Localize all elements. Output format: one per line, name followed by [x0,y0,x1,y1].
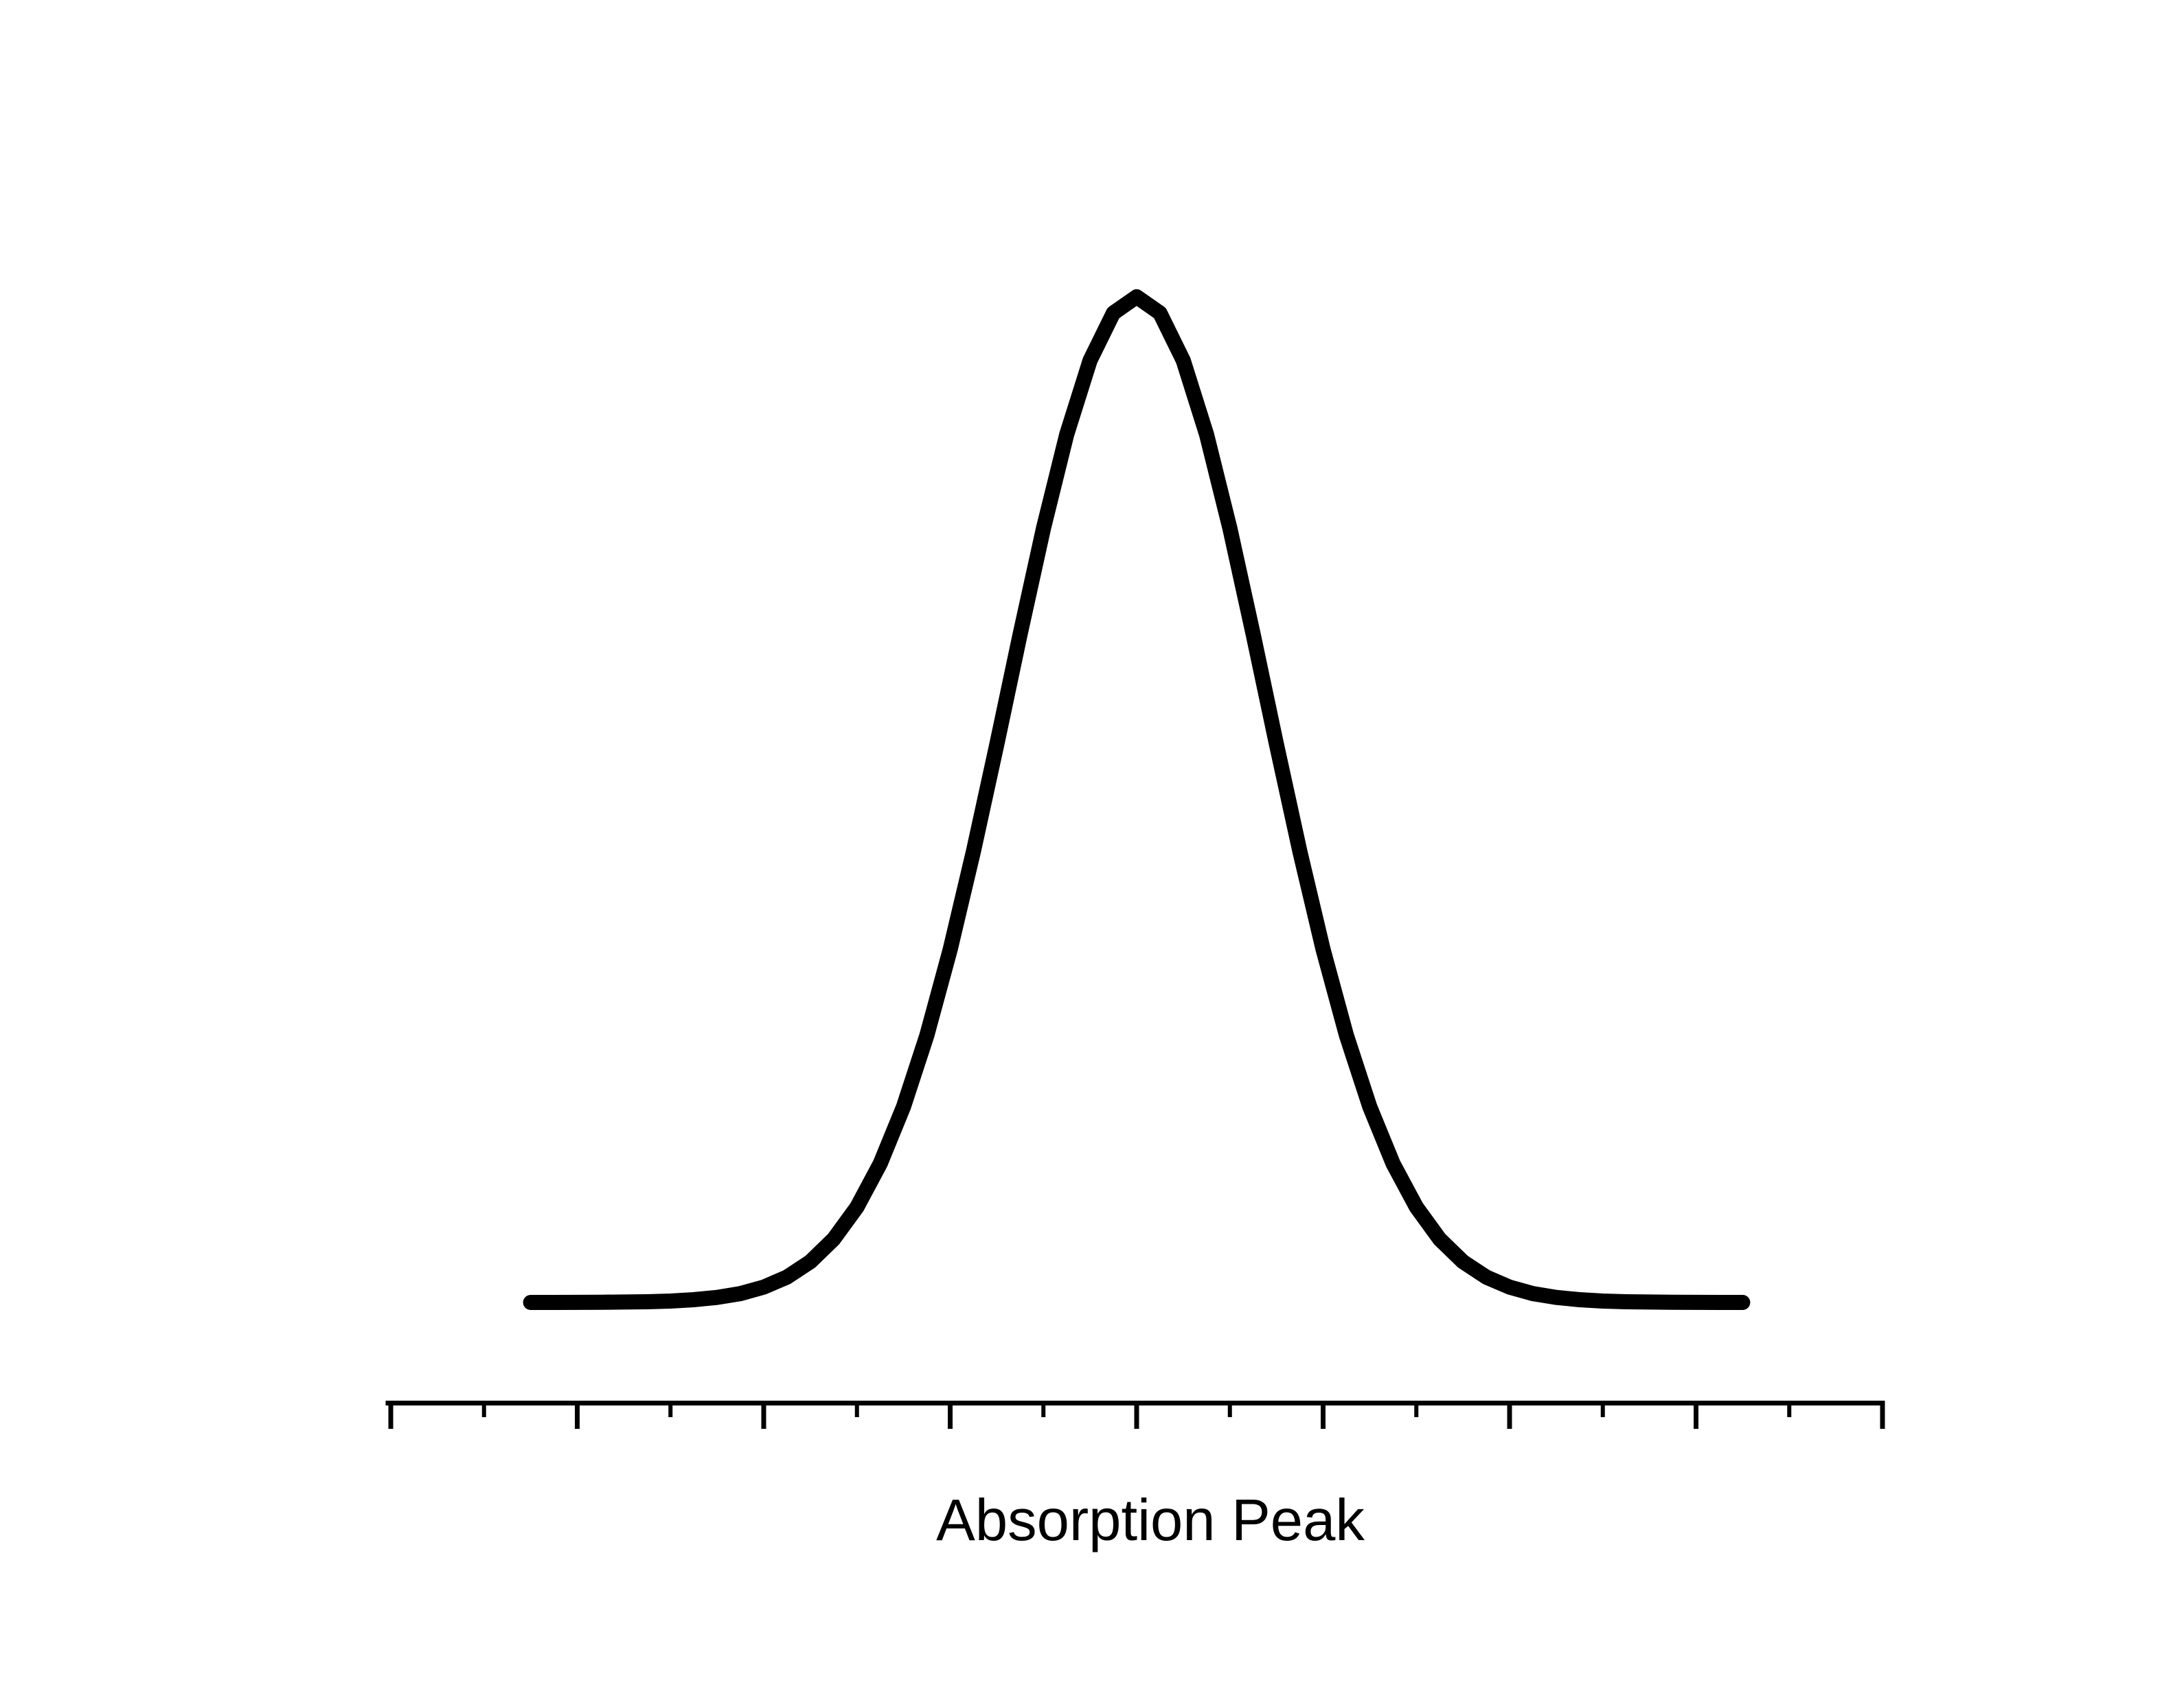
x-axis-ticks [388,1401,1885,1429]
x-axis-label: Absorption Peak [936,1488,1365,1553]
absorption-curve [523,289,1751,1310]
